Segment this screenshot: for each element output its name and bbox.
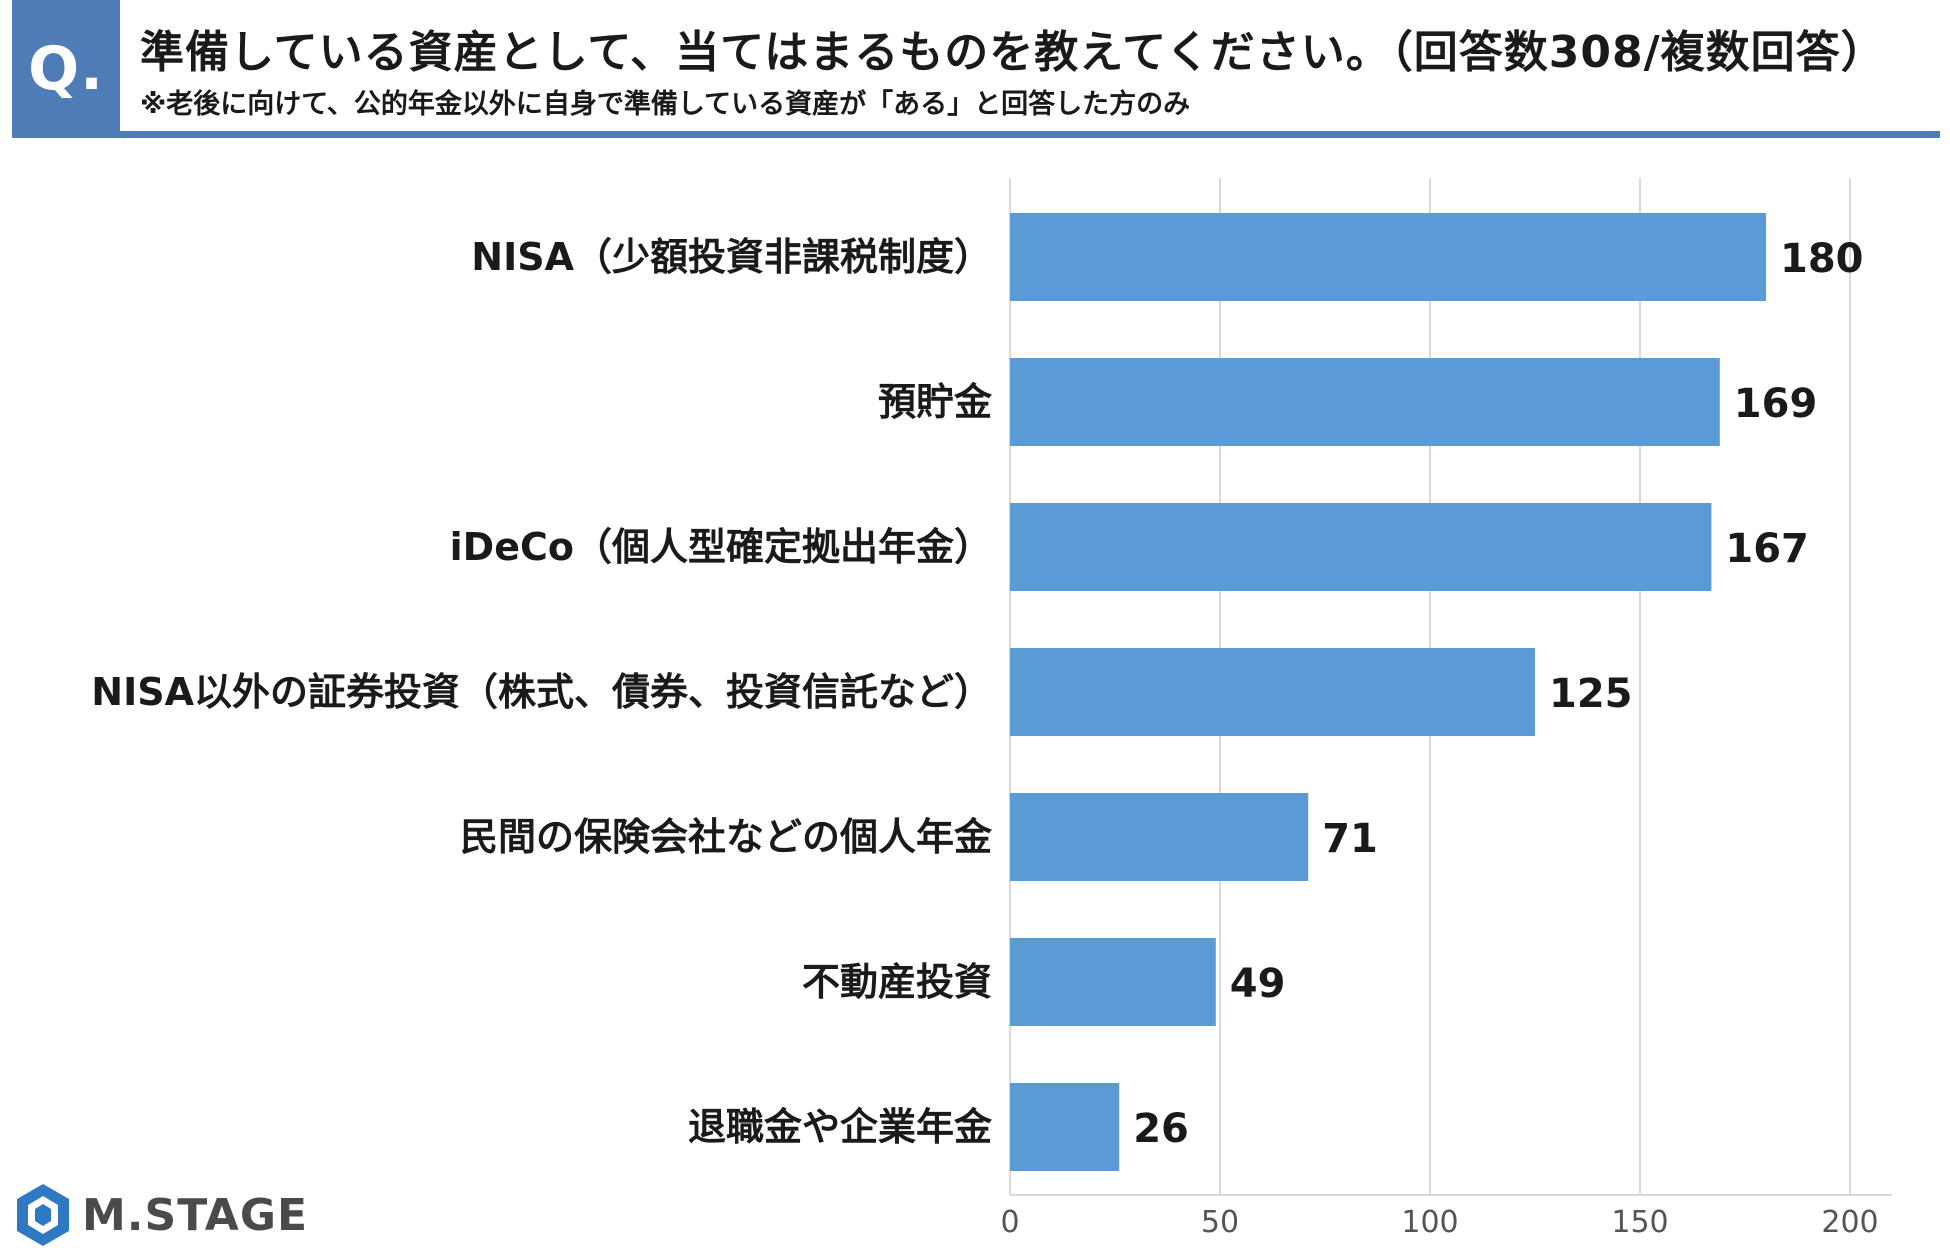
category-label-3: NISA以外の証券投資（株式、債券、投資信託など） bbox=[91, 670, 992, 714]
question-title: 準備している資産として、当てはまるものを教えてください。（回答数308/複数回答… bbox=[140, 27, 1886, 78]
category-label-2: iDeCo（個人型確定拠出年金） bbox=[450, 525, 992, 569]
category-label-0: NISA（少額投資非課税制度） bbox=[471, 235, 992, 279]
logo: M.STAGE bbox=[14, 1182, 308, 1248]
header: Q. 準備している資産として、当てはまるものを教えてください。（回答数308/複… bbox=[12, 0, 1940, 138]
data-label-1: 169 bbox=[1734, 381, 1818, 427]
question-badge: Q. bbox=[12, 0, 120, 138]
x-tick-label-0: 0 bbox=[1000, 1205, 1019, 1240]
x-axis-ticks: 0 50 100 150 200 bbox=[1000, 1205, 1878, 1240]
bar-5 bbox=[1010, 938, 1216, 1026]
data-label-0: 180 bbox=[1780, 236, 1864, 282]
bar-2 bbox=[1010, 503, 1712, 591]
header-rule bbox=[120, 131, 1940, 138]
x-tick-label-150: 150 bbox=[1611, 1205, 1668, 1240]
bar-6 bbox=[1010, 1083, 1120, 1171]
data-label-6: 26 bbox=[1133, 1106, 1189, 1152]
hexagon-logo-icon bbox=[17, 1184, 69, 1246]
bar-4 bbox=[1010, 793, 1309, 881]
category-label-5: 不動産投資 bbox=[802, 960, 992, 1004]
question-note: ※老後に向けて、公的年金以外に自身で準備している資産が「ある」と回答した方のみ bbox=[140, 89, 1191, 120]
category-labels: NISA（少額投資非課税制度） 預貯金 iDeCo（個人型確定拠出年金） NISA以外… bbox=[91, 235, 993, 1149]
bar-3 bbox=[1010, 648, 1535, 736]
bars bbox=[1010, 213, 1766, 1171]
data-label-3: 125 bbox=[1549, 671, 1633, 717]
category-label-1: 預貯金 bbox=[878, 380, 993, 424]
x-tick-label-100: 100 bbox=[1401, 1205, 1458, 1240]
category-label-6: 退職金や企業年金 bbox=[688, 1105, 993, 1149]
data-label-4: 71 bbox=[1322, 816, 1378, 862]
bar-1 bbox=[1010, 358, 1720, 446]
category-label-4: 民間の保険会社などの個人年金 bbox=[460, 815, 993, 859]
bar-0 bbox=[1010, 213, 1766, 301]
x-tick-label-50: 50 bbox=[1201, 1205, 1239, 1240]
data-label-5: 49 bbox=[1230, 961, 1286, 1007]
data-label-2: 167 bbox=[1725, 526, 1809, 572]
data-labels: 180 169 167 125 71 49 26 bbox=[1133, 236, 1863, 1152]
logo-text: M.STAGE bbox=[82, 1189, 309, 1241]
x-tick-label-200: 200 bbox=[1821, 1205, 1878, 1240]
